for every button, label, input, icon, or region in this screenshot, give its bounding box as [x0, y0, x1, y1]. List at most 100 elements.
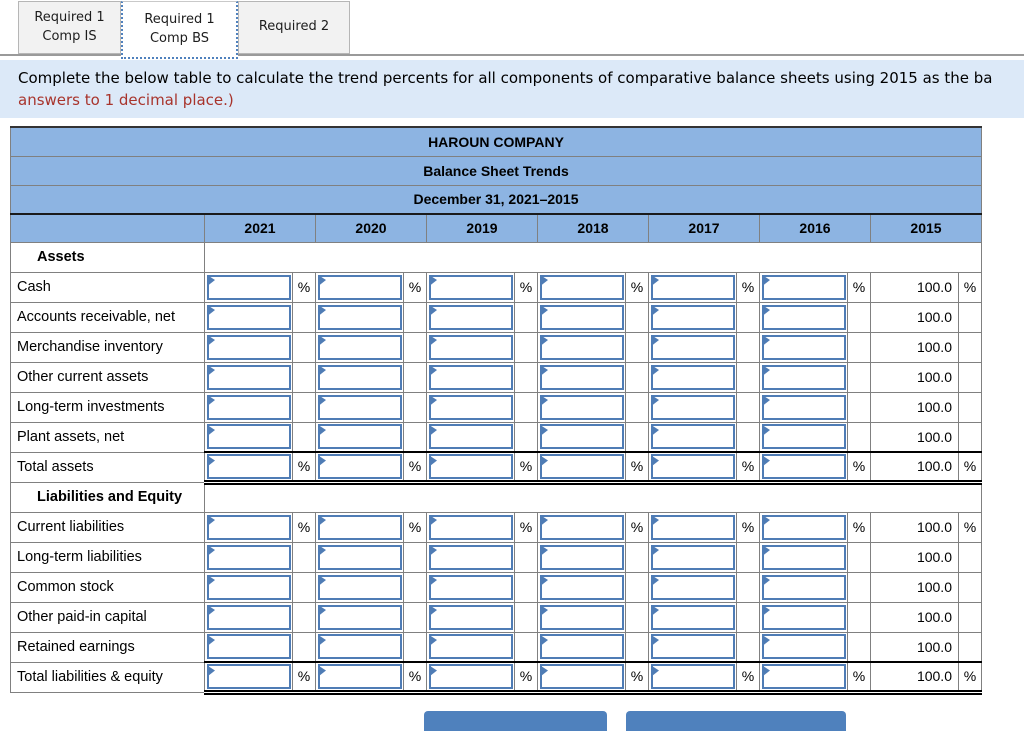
input-accounts-receivable-net-2018[interactable] [539, 304, 624, 330]
percent-sign-cell [736, 421, 760, 453]
input-long-term-liabilities-2019[interactable] [428, 544, 513, 570]
footer-nav-button-left[interactable] [424, 711, 607, 731]
percent-sign-cell [292, 331, 316, 363]
input-other-current-assets-2017[interactable] [650, 364, 735, 390]
input-accounts-receivable-net-2020[interactable] [317, 304, 402, 330]
input-other-current-assets-2020[interactable] [317, 364, 402, 390]
input-total-liabilities-equity-2019[interactable] [428, 664, 513, 687]
input-accounts-receivable-net-2017[interactable] [650, 304, 735, 330]
input-total-assets-2018[interactable] [539, 454, 624, 477]
input-total-liabilities-equity-2017[interactable] [650, 664, 735, 687]
input-long-term-investments-2020[interactable] [317, 394, 402, 420]
input-cash-2016[interactable] [761, 274, 846, 300]
input-total-liabilities-equity-2020[interactable] [317, 664, 402, 687]
input-other-current-assets-2021[interactable] [206, 364, 291, 390]
input-total-assets-2019[interactable] [428, 454, 513, 477]
answer-flag-icon [541, 605, 548, 616]
input-other-current-assets-2018[interactable] [539, 364, 624, 390]
input-other-paid-in-capital-2019[interactable] [428, 604, 513, 630]
input-retained-earnings-2016[interactable] [761, 634, 846, 660]
input-total-assets-2016[interactable] [761, 454, 846, 477]
row-label-retained-earnings: Retained earnings [10, 631, 205, 663]
tab-label-line2: Comp IS [42, 28, 97, 44]
input-retained-earnings-2021[interactable] [206, 634, 291, 660]
percent-sign-cell [514, 631, 538, 663]
table-title-row: HAROUN COMPANY [10, 126, 982, 157]
input-plant-assets-net-2020[interactable] [317, 424, 402, 450]
input-other-paid-in-capital-2018[interactable] [539, 604, 624, 630]
input-merchandise-inventory-2016[interactable] [761, 334, 846, 360]
input-long-term-investments-2021[interactable] [206, 394, 291, 420]
input-merchandise-inventory-2020[interactable] [317, 334, 402, 360]
input-merchandise-inventory-2018[interactable] [539, 334, 624, 360]
table-row-retained-earnings: Retained earnings 100.0 [10, 631, 982, 663]
input-cash-2018[interactable] [539, 274, 624, 300]
input-current-liabilities-2018[interactable] [539, 514, 624, 540]
footer-nav-button-right[interactable] [626, 711, 846, 731]
input-total-liabilities-equity-2021[interactable] [206, 664, 291, 687]
tab-required-2[interactable]: Required 2 [238, 1, 350, 54]
input-other-paid-in-capital-2020[interactable] [317, 604, 402, 630]
input-retained-earnings-2018[interactable] [539, 634, 624, 660]
year-header-row: 2021 2020 2019 2018 2017 2016 2015 [10, 213, 982, 243]
input-current-liabilities-2019[interactable] [428, 514, 513, 540]
input-long-term-liabilities-2016[interactable] [761, 544, 846, 570]
input-current-liabilities-2021[interactable] [206, 514, 291, 540]
answer-cell-other-paid-in-capital-2016 [759, 601, 848, 633]
input-plant-assets-net-2016[interactable] [761, 424, 846, 450]
tab-required-1-comp-is[interactable]: Required 1 Comp IS [18, 1, 121, 54]
input-accounts-receivable-net-2021[interactable] [206, 304, 291, 330]
input-common-stock-2019[interactable] [428, 574, 513, 600]
input-long-term-investments-2016[interactable] [761, 394, 846, 420]
input-plant-assets-net-2018[interactable] [539, 424, 624, 450]
input-cash-2020[interactable] [317, 274, 402, 300]
input-total-assets-2021[interactable] [206, 454, 291, 477]
input-plant-assets-net-2019[interactable] [428, 424, 513, 450]
input-common-stock-2020[interactable] [317, 574, 402, 600]
input-plant-assets-net-2017[interactable] [650, 424, 735, 450]
input-cash-2021[interactable] [206, 274, 291, 300]
answer-flag-icon [208, 515, 215, 526]
input-long-term-investments-2019[interactable] [428, 394, 513, 420]
input-long-term-liabilities-2018[interactable] [539, 544, 624, 570]
percent-sign-cell [625, 541, 649, 573]
input-merchandise-inventory-2019[interactable] [428, 334, 513, 360]
input-total-liabilities-equity-2018[interactable] [539, 664, 624, 687]
answer-flag-icon [430, 335, 437, 346]
input-other-paid-in-capital-2017[interactable] [650, 604, 735, 630]
input-retained-earnings-2019[interactable] [428, 634, 513, 660]
input-cash-2019[interactable] [428, 274, 513, 300]
table-daterange-row: December 31, 2021–2015 [10, 184, 982, 215]
percent-sign-cell [292, 571, 316, 603]
input-merchandise-inventory-2021[interactable] [206, 334, 291, 360]
input-common-stock-2018[interactable] [539, 574, 624, 600]
input-long-term-liabilities-2021[interactable] [206, 544, 291, 570]
input-plant-assets-net-2021[interactable] [206, 424, 291, 450]
input-accounts-receivable-net-2016[interactable] [761, 304, 846, 330]
input-other-paid-in-capital-2016[interactable] [761, 604, 846, 630]
input-current-liabilities-2016[interactable] [761, 514, 846, 540]
percent-sign-cell: % [403, 451, 427, 485]
input-long-term-liabilities-2017[interactable] [650, 544, 735, 570]
input-other-paid-in-capital-2021[interactable] [206, 604, 291, 630]
input-total-assets-2020[interactable] [317, 454, 402, 477]
input-accounts-receivable-net-2019[interactable] [428, 304, 513, 330]
input-total-assets-2017[interactable] [650, 454, 735, 477]
input-long-term-liabilities-2020[interactable] [317, 544, 402, 570]
tab-required-1-comp-bs[interactable]: Required 1 Comp BS [121, 1, 238, 59]
table-row-merchandise-inventory: Merchandise inventory 100.0 [10, 331, 982, 363]
input-common-stock-2016[interactable] [761, 574, 846, 600]
input-total-liabilities-equity-2016[interactable] [761, 664, 846, 687]
input-retained-earnings-2020[interactable] [317, 634, 402, 660]
input-retained-earnings-2017[interactable] [650, 634, 735, 660]
input-common-stock-2017[interactable] [650, 574, 735, 600]
input-other-current-assets-2019[interactable] [428, 364, 513, 390]
input-long-term-investments-2018[interactable] [539, 394, 624, 420]
input-current-liabilities-2020[interactable] [317, 514, 402, 540]
input-merchandise-inventory-2017[interactable] [650, 334, 735, 360]
input-cash-2017[interactable] [650, 274, 735, 300]
input-other-current-assets-2016[interactable] [761, 364, 846, 390]
input-long-term-investments-2017[interactable] [650, 394, 735, 420]
input-current-liabilities-2017[interactable] [650, 514, 735, 540]
input-common-stock-2021[interactable] [206, 574, 291, 600]
